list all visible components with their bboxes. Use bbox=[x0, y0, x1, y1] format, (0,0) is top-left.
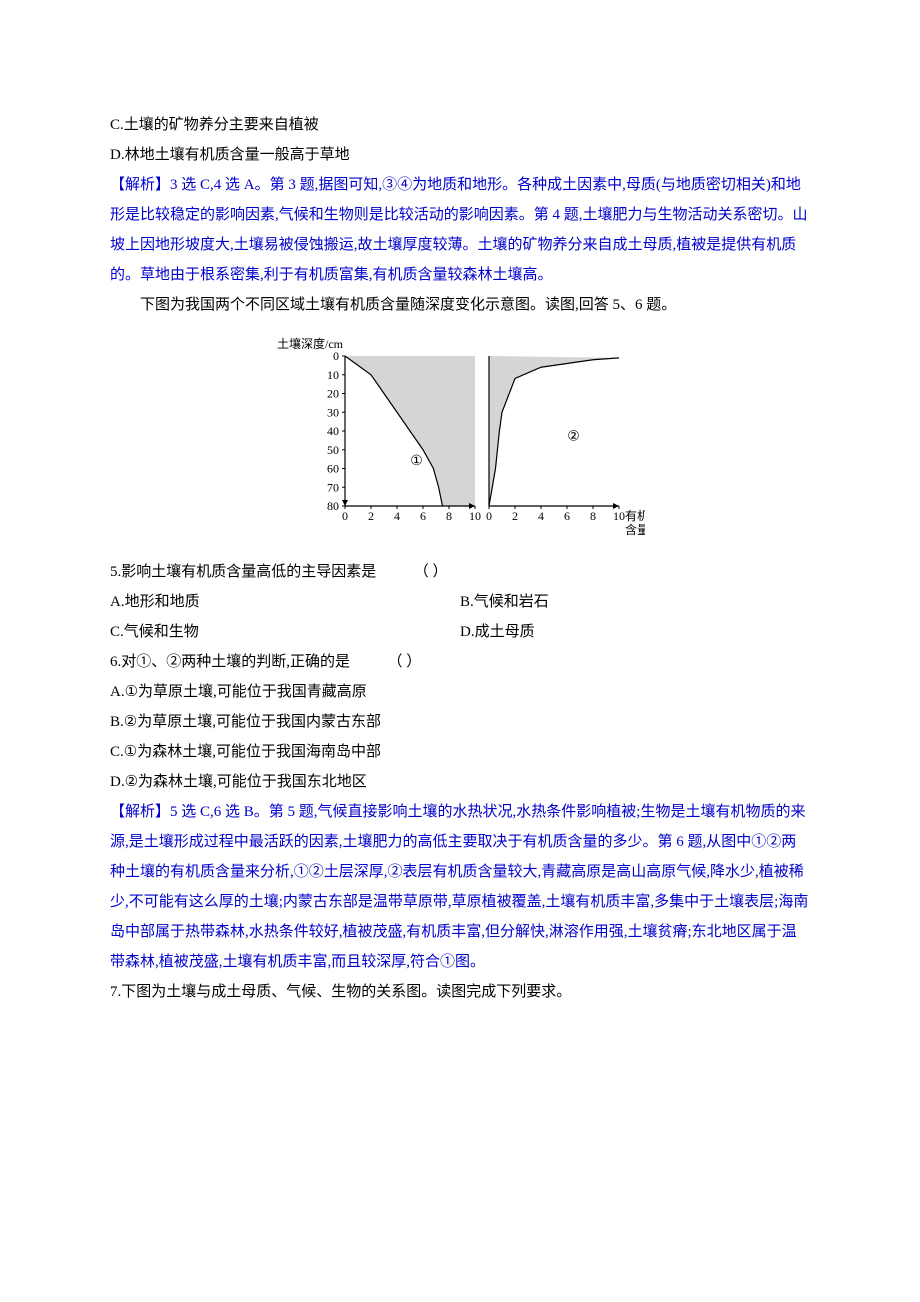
q6-stem: 6.对①、②两种土壤的判断,正确的是 （ ） bbox=[110, 647, 810, 677]
q6-option-b: B.②为草原土壤,可能位于我国内蒙古东部 bbox=[110, 707, 810, 737]
q5-stem: 5.影响土壤有机质含量高低的主导因素是 （ ） bbox=[110, 557, 810, 587]
svg-text:20: 20 bbox=[327, 387, 339, 401]
q5-paren: （ ） bbox=[421, 564, 447, 580]
analysis-label: 【解析】 bbox=[110, 177, 170, 193]
svg-text:8: 8 bbox=[446, 509, 452, 523]
svg-text:40: 40 bbox=[327, 424, 339, 438]
svg-text:10: 10 bbox=[469, 509, 481, 523]
q5-blank-gap bbox=[376, 564, 421, 580]
q6-option-c: C.①为森林土壤,可能位于我国海南岛中部 bbox=[110, 737, 810, 767]
svg-text:10: 10 bbox=[613, 509, 625, 523]
q6-option-a: A.①为草原土壤,可能位于我国青藏高原 bbox=[110, 677, 810, 707]
q6-text: 6.对①、②两种土壤的判断,正确的是 bbox=[110, 654, 350, 670]
svg-text:6: 6 bbox=[420, 509, 426, 523]
svg-text:2: 2 bbox=[512, 509, 518, 523]
q5-text: 5.影响土壤有机质含量高低的主导因素是 bbox=[110, 564, 376, 580]
svg-text:60: 60 bbox=[327, 462, 339, 476]
figure-soil-depth: 土壤深度/cm010203040506070800246810①0246810②… bbox=[110, 332, 810, 553]
analysis-text-2: 5 选 C,6 选 B。第 5 题,气候直接影响土壤的水热状况,水热条件影响植被… bbox=[110, 804, 808, 970]
svg-text:有机质: 有机质 bbox=[625, 509, 645, 523]
option-c: C.土壤的矿物养分主要来自植被 bbox=[110, 110, 810, 140]
svg-text:50: 50 bbox=[327, 443, 339, 457]
q5-options-row1: A.地形和地质 B.气候和岩石 bbox=[110, 587, 810, 617]
analysis-3-4: 【解析】3 选 C,4 选 A。第 3 题,据图可知,③④为地质和地形。各种成土… bbox=[110, 170, 810, 290]
analysis-text: 3 选 C,4 选 A。第 3 题,据图可知,③④为地质和地形。各种成土因素中,… bbox=[110, 177, 808, 283]
q5-option-b: B.气候和岩石 bbox=[460, 587, 810, 617]
svg-text:0: 0 bbox=[486, 509, 492, 523]
svg-text:②: ② bbox=[567, 429, 580, 444]
svg-text:含量/%: 含量/% bbox=[625, 522, 645, 537]
q7-stem: 7.下图为土壤与成土母质、气候、生物的关系图。读图完成下列要求。 bbox=[110, 977, 810, 1007]
analysis-5-6: 【解析】5 选 C,6 选 B。第 5 题,气候直接影响土壤的水热状况,水热条件… bbox=[110, 797, 810, 977]
intro-5-6: 下图为我国两个不同区域土壤有机质含量随深度变化示意图。读图,回答 5、6 题。 bbox=[110, 290, 810, 320]
q5-option-d: D.成土母质 bbox=[460, 617, 810, 647]
svg-text:70: 70 bbox=[327, 480, 339, 494]
analysis-label-2: 【解析】 bbox=[110, 804, 170, 820]
svg-text:6: 6 bbox=[564, 509, 570, 523]
svg-text:30: 30 bbox=[327, 405, 339, 419]
q5-options-row2: C.气候和生物 D.成土母质 bbox=[110, 617, 810, 647]
svg-text:80: 80 bbox=[327, 499, 339, 513]
svg-text:8: 8 bbox=[590, 509, 596, 523]
svg-text:4: 4 bbox=[538, 509, 544, 523]
q6-blank-gap bbox=[350, 654, 395, 670]
svg-text:0: 0 bbox=[342, 509, 348, 523]
q5-option-a: A.地形和地质 bbox=[110, 587, 460, 617]
option-d: D.林地土壤有机质含量一般高于草地 bbox=[110, 140, 810, 170]
soil-chart-svg: 土壤深度/cm010203040506070800246810①0246810②… bbox=[275, 332, 645, 542]
page: C.土壤的矿物养分主要来自植被 D.林地土壤有机质含量一般高于草地 【解析】3 … bbox=[0, 0, 920, 1302]
svg-text:2: 2 bbox=[368, 509, 374, 523]
svg-text:4: 4 bbox=[394, 509, 400, 523]
q5-option-c: C.气候和生物 bbox=[110, 617, 460, 647]
svg-text:10: 10 bbox=[327, 368, 339, 382]
q6-option-d: D.②为森林土壤,可能位于我国东北地区 bbox=[110, 767, 810, 797]
svg-text:0: 0 bbox=[333, 349, 339, 363]
svg-text:①: ① bbox=[410, 454, 423, 469]
q6-paren: （ ） bbox=[395, 654, 421, 670]
